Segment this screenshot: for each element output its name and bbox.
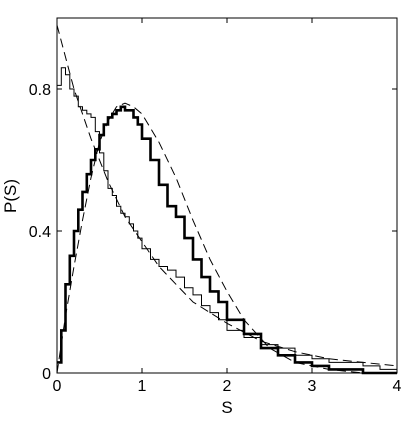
y-axis-label: P(S) [1,179,20,213]
x-tick-label: 2 [223,378,232,395]
tick-layer: 0 1 2 3 4 0 0.4 0.8 [29,18,402,395]
x-tick-label: 0 [53,378,62,395]
y-tick-label: 0.8 [29,82,51,99]
x-tick-label: 4 [393,378,402,395]
x-tick-label: 3 [308,378,317,395]
x-axis-label: S [221,398,232,417]
x-tick-label: 1 [138,378,147,395]
series-dashed-wigner [56,102,397,374]
series-thin-step [57,67,397,370]
y-tick-label: 0.4 [29,224,51,241]
series-dashed-exponential [56,24,398,367]
y-tick-label: 0 [42,366,51,383]
series-thick-step [57,105,397,375]
series-layer [56,24,398,375]
